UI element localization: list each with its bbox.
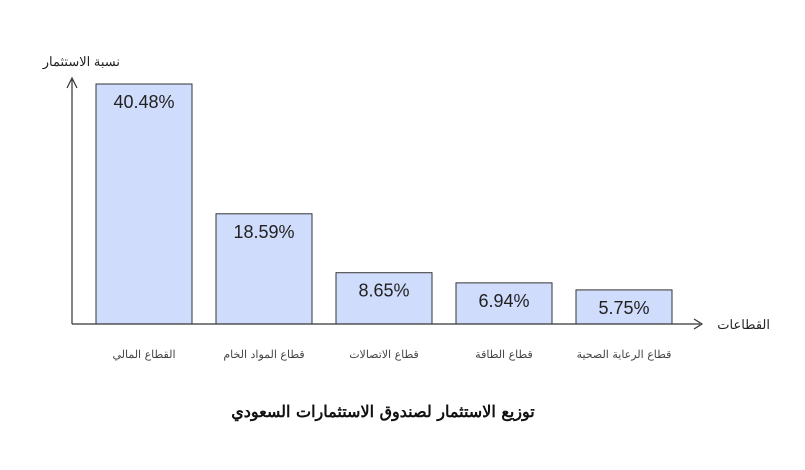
category-labels-group: القطاع المالي قطاع المواد الخام قطاع الاتص… — [112, 348, 671, 361]
value-label-1: 40.48% — [113, 92, 174, 112]
bar-4 — [455, 282, 553, 325]
value-label-2: 18.59% — [233, 222, 294, 242]
category-label-2: قطاع المواد الخام — [223, 348, 304, 361]
x-axis-label: القطاعات — [717, 317, 770, 332]
category-label-5: قطاع الرعاية الصحية — [577, 348, 672, 361]
bars-group — [95, 83, 673, 325]
value-labels-group: 40.48% 18.59% 8.65% 6.94% 5.75% — [113, 92, 649, 318]
x-axis-arrow-icon — [693, 318, 704, 330]
category-label-1: القطاع المالي — [112, 348, 175, 361]
category-label-3: قطاع الاتصالات — [349, 348, 419, 361]
bar-3 — [335, 272, 433, 325]
value-label-5: 5.75% — [598, 298, 649, 318]
bar-1 — [95, 83, 193, 325]
value-label-3: 8.65% — [358, 281, 409, 301]
chart-title: توزيع الاستثمار لصندوق الاستثمارات السعو… — [231, 402, 535, 422]
bar-2 — [215, 213, 313, 325]
y-axis-label: نسبة الاستثمار — [42, 54, 120, 70]
value-label-4: 6.94% — [478, 291, 529, 311]
category-label-4: قطاع الطاقة — [475, 348, 533, 361]
y-axis-arrow-icon — [66, 76, 78, 89]
